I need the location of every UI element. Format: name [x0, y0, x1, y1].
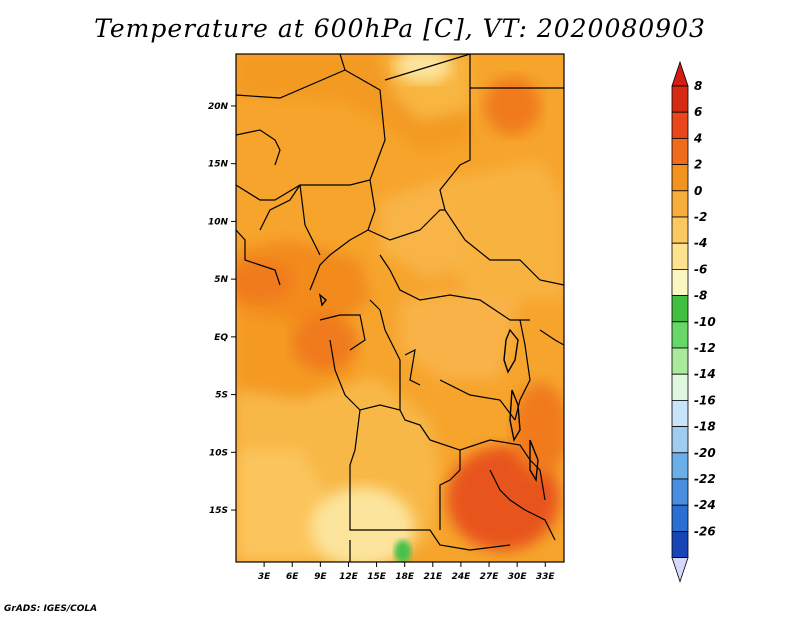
lakes: [318, 293, 539, 483]
lat-tick-label: 5S: [215, 391, 228, 401]
lon-tick-label: 6E: [286, 572, 299, 582]
colorbar-level-label: -8: [694, 289, 707, 303]
lon-tick-label: 12E: [339, 572, 359, 582]
colorbar-level-label: -22: [694, 472, 716, 486]
lon-tick-label: 27E: [480, 572, 500, 582]
grads-credit: GrADS: IGES/COLA: [4, 604, 98, 614]
warm-region-gabon: [292, 313, 358, 372]
colorbar-level-label: -14: [694, 367, 716, 381]
lon-tick-label: 24E: [452, 572, 472, 582]
lon-tick-label: 33E: [536, 572, 556, 582]
colorbar-bottom-arrow: [671, 557, 689, 583]
lat-tick-label: 10S: [209, 448, 228, 458]
colorbar-level-label: 6: [694, 105, 702, 119]
colorbar-swatch: [671, 111, 689, 139]
colorbar-swatch: [671, 399, 689, 427]
colorbar-level-label: -16: [694, 393, 716, 407]
lon-tick-label: 9E: [314, 572, 327, 582]
colorbar-swatch: [671, 321, 689, 349]
colorbar-level-label: 4: [693, 131, 702, 145]
colorbar-swatch: [671, 347, 689, 375]
lon-tick-label: 3E: [258, 572, 271, 582]
colorbar-level-label: -20: [694, 446, 716, 460]
cold-spot-namibia: [394, 540, 412, 562]
colorbar-level-label: -18: [694, 420, 716, 434]
colorbar-swatch: [671, 295, 689, 323]
colorbar-swatch: [671, 531, 689, 559]
colorbar-swatch: [671, 373, 689, 401]
colorbar-swatch: [671, 190, 689, 218]
colorbar-level-label: 0: [694, 184, 702, 198]
lat-tick-label: 5N: [214, 275, 228, 285]
colorbar-level-label: -4: [694, 236, 707, 250]
colorbar-level-label: -10: [694, 315, 716, 329]
cool-region-namibia: [310, 486, 415, 562]
lon-tick-label: 15E: [367, 572, 387, 582]
map-axes: 3E 6E 9E 12E 15E 18E 21E 24E 27E 30E 33E 20N 15N 10N 5…: [208, 102, 556, 582]
colorbar-swatch: [671, 85, 689, 113]
colorbar-swatch: [671, 216, 689, 244]
colorbar-swatch: [671, 164, 689, 192]
colorbar-swatch: [671, 452, 689, 480]
warm-region-northeast: [484, 77, 541, 135]
colorbar-swatch: [671, 268, 689, 296]
lat-tick-label: 20N: [208, 102, 229, 112]
colorbar-level-label: -2: [694, 210, 707, 224]
colorbar-level-label: 2: [694, 158, 702, 172]
colorbar-swatch: [671, 478, 689, 506]
lat-tick-label: 15N: [208, 160, 229, 170]
colorbar-swatch: [671, 137, 689, 165]
colorbar-top-arrow: [671, 60, 689, 87]
colorbar-level-label: -12: [694, 341, 716, 355]
colorbar-swatch: [671, 504, 689, 532]
colorbar-level-label: -26: [694, 524, 716, 538]
colorbar-swatch: [671, 426, 689, 454]
colorbar-level-label: -24: [694, 498, 716, 512]
lat-tick-label: 15S: [209, 506, 228, 516]
lon-tick-label: 21E: [423, 572, 443, 582]
map-title: Temperature at 600hPa [C], VT: 202008090…: [94, 14, 706, 43]
colorbar-level-label: -6: [694, 262, 707, 276]
colorbar-swatch: [671, 242, 689, 270]
map-frame: [235, 53, 565, 563]
lat-tick-label: EQ: [214, 333, 228, 343]
lon-tick-label: 30E: [508, 572, 528, 582]
colorbar-level-label: 8: [694, 79, 702, 93]
country-borders: [236, 54, 564, 562]
lat-tick-label: 10N: [208, 217, 229, 227]
lon-tick-label: 18E: [395, 572, 415, 582]
warm-region-gulf-of-guinea: [236, 260, 293, 303]
